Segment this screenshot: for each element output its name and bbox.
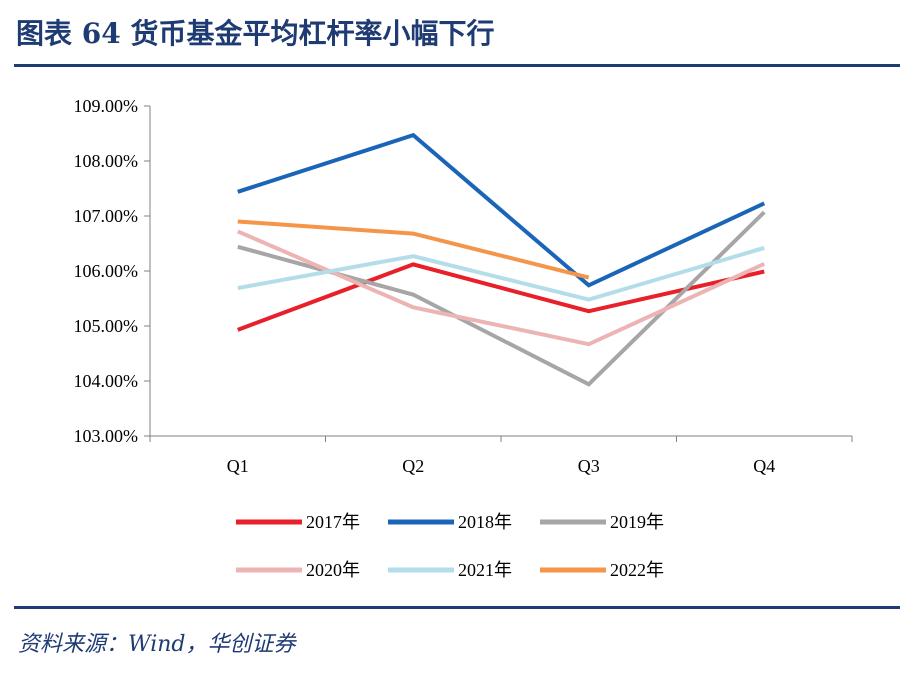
series-line-2022 [237, 219, 590, 280]
y-tick-label: 107.00% [74, 206, 139, 226]
legend-label: 2017年 [306, 512, 360, 532]
legend-label: 2021年 [458, 560, 512, 580]
legend-label: 2020年 [306, 560, 360, 580]
axes [144, 105, 853, 442]
series-line-2017 [237, 262, 765, 332]
series-line-2020 [236, 229, 766, 347]
top-rule [14, 64, 900, 67]
y-tick-labels: 103.00% 104.00% 105.00% 106.00% 107.00% 108.0… [74, 96, 139, 446]
x-tick-label: Q4 [753, 456, 775, 476]
legend-item: 2017年 [236, 512, 360, 532]
x-tick-label: Q2 [402, 456, 424, 476]
y-tick-label: 106.00% [74, 261, 139, 281]
x-tick-label: Q1 [227, 456, 249, 476]
y-tick-label: 105.00% [74, 316, 139, 336]
legend-label: 2018年 [458, 512, 512, 532]
y-tick-label: 108.00% [74, 151, 139, 171]
legend-item: 2022年 [540, 560, 664, 580]
legend-item: 2019年 [540, 512, 664, 532]
series-lines [236, 132, 766, 387]
source-note: 资料来源：Wind，华创证券 [18, 632, 296, 657]
chart-title: 图表 64 货币基金平均杠杆率小幅下行 [16, 17, 495, 50]
series-line-2021 [237, 245, 765, 302]
legend-label: 2019年 [610, 512, 664, 532]
bottom-rule [14, 606, 900, 609]
y-tick-label: 103.00% [74, 426, 139, 446]
legend-item: 2018年 [388, 512, 512, 532]
legend: 2017年 2018年 2019年 2020年 2021年 2022年 [236, 512, 664, 580]
legend-item: 2021年 [388, 560, 512, 580]
x-tick-label: Q3 [578, 456, 600, 476]
legend-label: 2022年 [610, 560, 664, 580]
y-tick-label: 109.00% [74, 96, 139, 116]
y-tick-label: 104.00% [74, 371, 139, 391]
legend-item: 2020年 [236, 560, 360, 580]
series-line-2018 [237, 132, 766, 288]
x-tick-labels: Q1 Q2 Q3 Q4 [227, 456, 776, 476]
